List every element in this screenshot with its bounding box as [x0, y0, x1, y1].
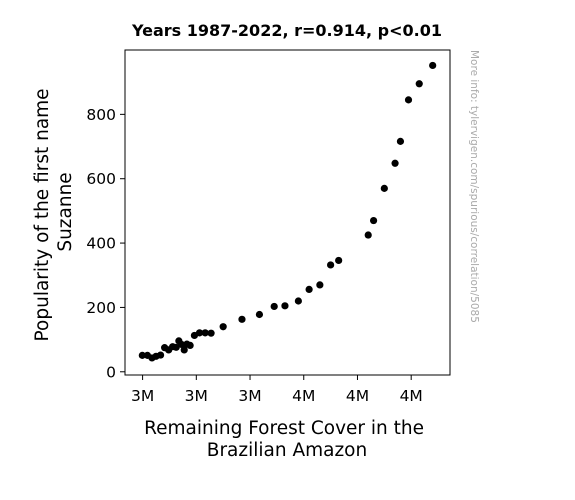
x-axis-label: Remaining Forest Cover in the Brazilian … [144, 418, 430, 461]
scatter-point [195, 329, 204, 337]
y-axis-label: Popularity of the first name Suzanne [32, 83, 76, 342]
scatter-point [281, 302, 289, 310]
scatter-point [369, 216, 378, 225]
plot-area-frame [124, 49, 451, 376]
x-axis-label-line-2: Brazilian Amazon [207, 440, 367, 461]
scatter-point [255, 310, 264, 319]
scatter-point [391, 159, 399, 167]
x-tick-label: 4M [346, 387, 369, 405]
x-tick-label: 3M [131, 387, 154, 405]
scatter-point [180, 346, 188, 354]
scatter-point [207, 329, 215, 337]
x-tick-label: 4M [400, 387, 423, 405]
watermark-source-note: More info: tylervigen.com/spurious/corre… [468, 50, 480, 323]
y-tick-label: 800 [86, 106, 116, 124]
x-tick-label: 3M [185, 387, 208, 405]
scatter-point [219, 323, 227, 331]
scatter-point [380, 184, 388, 192]
scatter-point [186, 341, 194, 349]
scatter-point [415, 80, 423, 88]
scatter-point [156, 351, 165, 359]
y-axis-ticks: 0 200 400 600 800 [86, 106, 125, 381]
scatter-points [138, 61, 437, 362]
y-tick-label: 0 [106, 363, 116, 381]
scatter-point [364, 231, 372, 239]
chart-title: Years 1987-2022, r=0.914, p<0.01 [131, 21, 442, 40]
scatter-point [138, 351, 146, 359]
scatter-point [305, 285, 313, 294]
scatter-point [396, 137, 405, 145]
scatter-point [294, 297, 302, 305]
scatter-point [270, 302, 278, 311]
scatter-point [172, 343, 180, 351]
scatter-point [429, 61, 437, 70]
scatter-point [327, 261, 335, 269]
scatter-point [177, 340, 186, 349]
scatter-point [335, 256, 343, 265]
y-tick-label: 200 [86, 299, 116, 317]
x-tick-label: 4M [292, 387, 315, 405]
scatter-point [238, 315, 246, 323]
scatter-point [201, 329, 209, 337]
x-axis-label-line-1: Remaining Forest Cover in the [144, 418, 424, 439]
scatter-point [404, 96, 413, 104]
x-tick-label: 3M [238, 387, 261, 405]
scatter-point [316, 281, 324, 289]
y-axis-label-line-2: Suzanne [55, 172, 76, 251]
y-tick-label: 400 [86, 235, 116, 253]
y-axis-label-line-1: Popularity of the first name [32, 88, 53, 341]
x-axis-ticks: 3M 3M 3M 4M 4M 4M [131, 375, 423, 405]
y-tick-label: 600 [86, 170, 116, 188]
